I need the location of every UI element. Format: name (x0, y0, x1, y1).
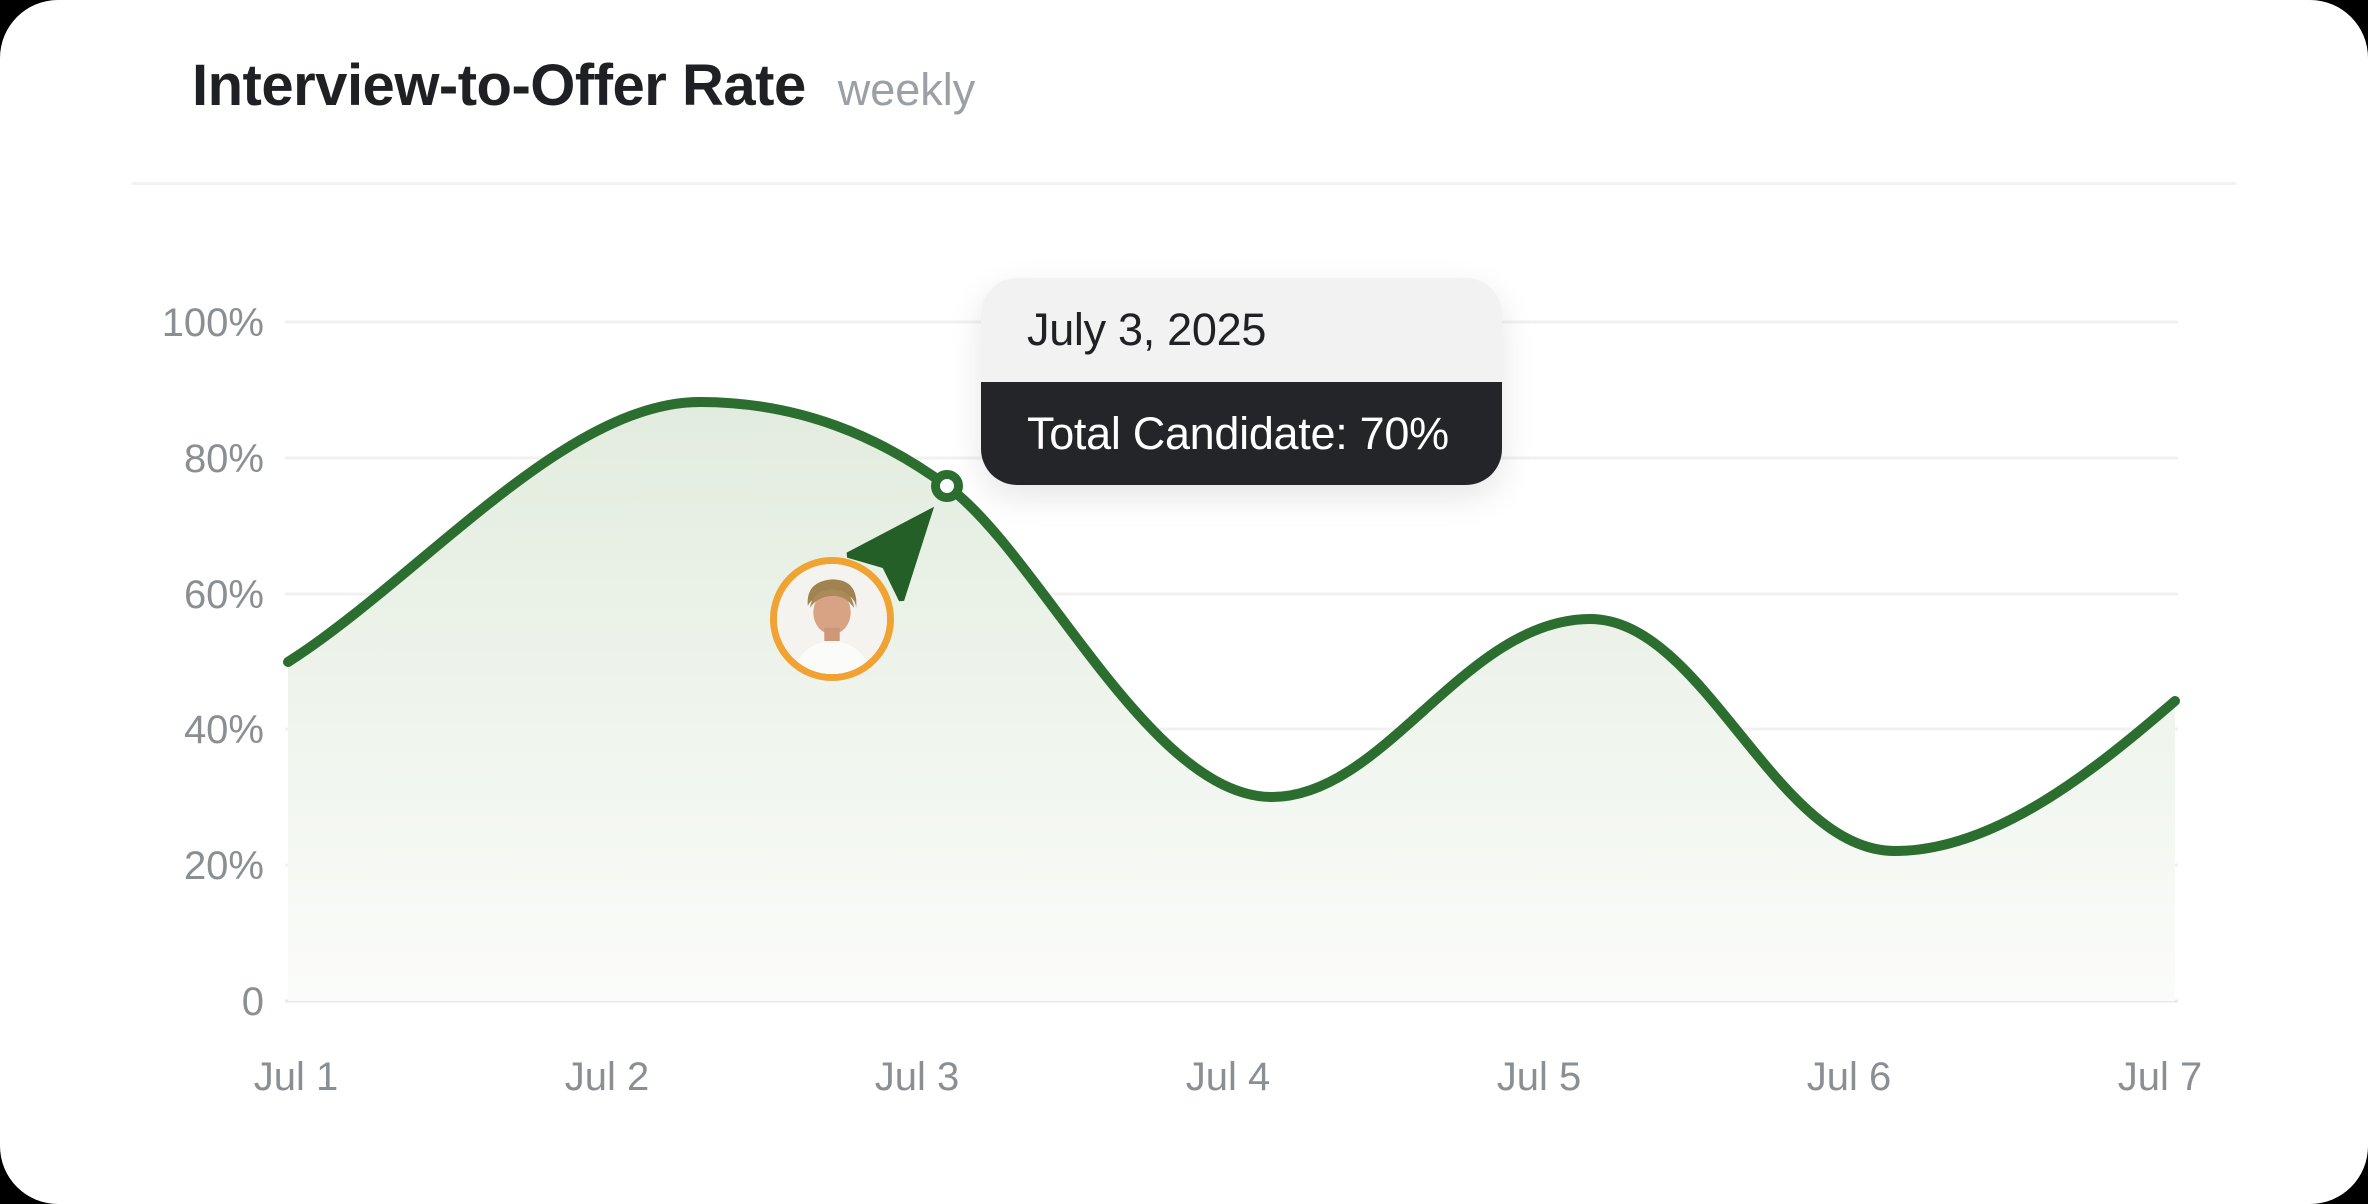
tooltip-total: Total Candidate: 70% (981, 382, 1502, 485)
x-tick-jul3: Jul 3 (875, 1055, 960, 1099)
x-axis-labels: Jul 1 Jul 2 Jul 3 Jul 4 Jul 5 Jul 6 Jul … (254, 1055, 2203, 1099)
x-tick-jul2: Jul 2 (565, 1055, 650, 1099)
x-tick-jul6: Jul 6 (1807, 1055, 1892, 1099)
y-tick-0: 0 (242, 980, 264, 1024)
x-tick-jul4: Jul 4 (1186, 1055, 1271, 1099)
x-tick-jul7: Jul 7 (2118, 1055, 2203, 1099)
page-subtitle: weekly (837, 64, 976, 115)
y-axis-labels: 100% 80% 60% 40% 20% 0 (162, 301, 264, 1024)
avatar-illustration (777, 564, 887, 674)
trend-line (283, 396, 2180, 857)
candidate-avatar (770, 557, 894, 681)
y-tick-80: 80% (184, 437, 264, 481)
x-tick-jul1: Jul 1 (254, 1055, 339, 1099)
tooltip-total-text: Total Candidate: 70% (1027, 407, 1449, 459)
x-tick-jul5: Jul 5 (1497, 1055, 1582, 1099)
page-title: Interview-to-Offer Rate (192, 53, 806, 118)
y-tick-100: 100% (162, 301, 264, 345)
tooltip: July 3, 2025 Total Candidate: 70% (981, 278, 1502, 485)
area-fill (288, 402, 2175, 1001)
cursor-pointer-icon (846, 506, 935, 602)
card-header: Interview-to-Offer Rate weekly (192, 52, 975, 119)
header-divider (131, 182, 2237, 185)
data-point-marker[interactable] (931, 470, 963, 502)
tooltip-date-text: July 3, 2025 (1027, 304, 1267, 355)
y-tick-40: 40% (184, 708, 264, 752)
tooltip-date: July 3, 2025 (981, 278, 1502, 382)
y-tick-60: 60% (184, 573, 264, 617)
y-tick-20: 20% (184, 844, 264, 888)
